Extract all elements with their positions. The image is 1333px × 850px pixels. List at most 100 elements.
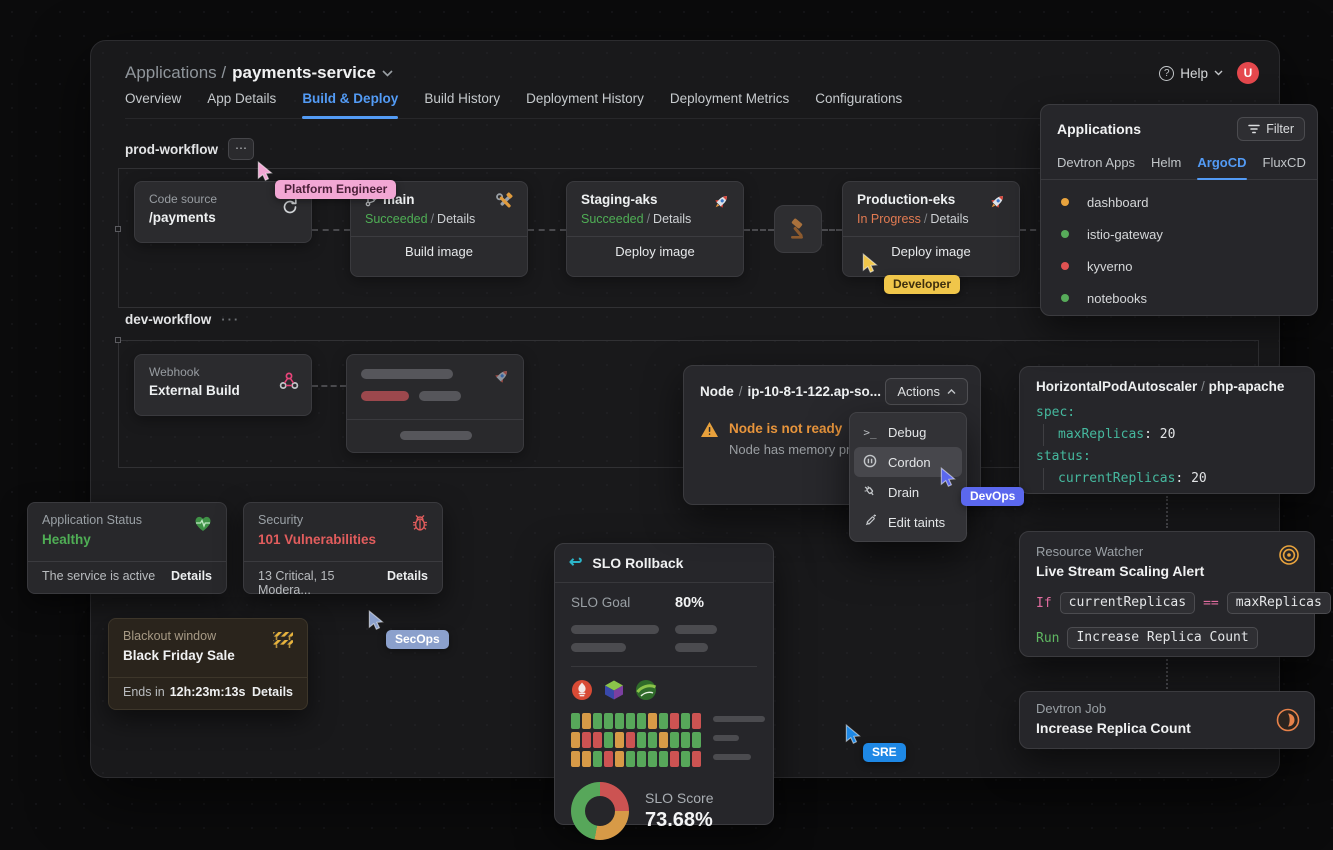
staging-env-name: Staging-aks xyxy=(581,192,658,207)
slo-cell xyxy=(571,751,580,767)
staging-status: Succeeded xyxy=(581,212,644,226)
details-link[interactable]: Details xyxy=(252,685,293,699)
slo-cell xyxy=(659,732,668,748)
target-spiral-icon xyxy=(1279,545,1299,565)
slo-cell xyxy=(593,751,602,767)
condition-left-chip: currentReplicas xyxy=(1059,592,1196,614)
list-item-dashboard[interactable]: dashboard xyxy=(1041,186,1317,218)
skeleton-bar xyxy=(675,643,708,652)
security-footer: 13 Critical, 15 Modera... xyxy=(258,569,335,597)
panel-connector xyxy=(1166,496,1168,528)
staging-action[interactable]: Deploy image xyxy=(567,236,743,267)
list-item-istio-gateway[interactable]: istio-gateway xyxy=(1041,218,1317,250)
build-pipeline-card[interactable]: main Succeeded / Details Build image xyxy=(350,181,528,277)
rocket-icon xyxy=(991,196,1003,208)
bug-icon xyxy=(413,514,427,531)
build-action[interactable]: Build image xyxy=(351,236,527,267)
webhook-card[interactable]: Webhook External Build xyxy=(134,354,312,416)
slo-goal-value: 80% xyxy=(675,595,705,611)
slo-cell xyxy=(615,751,624,767)
slo-cell xyxy=(648,751,657,767)
menu-item-drain[interactable]: Drain xyxy=(854,477,962,507)
node-warning-title: Node is not ready xyxy=(729,421,843,436)
barrier-icon xyxy=(273,632,293,648)
production-details-link[interactable]: Details xyxy=(930,212,969,226)
slo-cell xyxy=(626,751,635,767)
production-action[interactable]: Deploy image xyxy=(843,236,1019,267)
tab-build-deploy[interactable]: Build & Deploy xyxy=(302,91,399,119)
staging-deploy-card[interactable]: Staging-aks Succeeded / Details Deploy ima… xyxy=(566,181,744,277)
git-sync-icon xyxy=(283,198,297,214)
details-link[interactable]: Details xyxy=(171,569,212,583)
tab-deployment-history[interactable]: Deployment History xyxy=(526,91,644,106)
terminal-icon: >_ xyxy=(863,425,877,439)
chevron-down-icon xyxy=(1214,70,1223,76)
list-item-notebooks[interactable]: notebooks xyxy=(1041,282,1317,314)
slo-cell xyxy=(637,713,646,729)
production-deploy-card[interactable]: Production-eks In Progress / Details Deplo… xyxy=(842,181,1020,277)
workflow-port xyxy=(115,226,121,232)
prod-workflow-menu-button[interactable]: ⋯ xyxy=(228,138,254,160)
slo-cell xyxy=(681,732,690,748)
workflow-connector xyxy=(822,229,842,231)
cordon-icon xyxy=(862,454,878,471)
slo-cell xyxy=(626,732,635,748)
devtron-job-icon xyxy=(1276,708,1300,732)
avatar[interactable]: U xyxy=(1237,62,1259,84)
list-item-kyverno[interactable]: kyverno xyxy=(1041,250,1317,282)
build-details-link[interactable]: Details xyxy=(437,212,476,226)
blackout-label: Blackout window xyxy=(123,629,217,643)
blackout-footer-prefix: Ends in xyxy=(123,685,165,699)
run-action-chip[interactable]: Increase Replica Count xyxy=(1067,627,1258,649)
menu-item-debug[interactable]: >_ Debug xyxy=(863,424,927,440)
slo-score-donut xyxy=(571,782,629,840)
node-name: ip-10-8-1-122.ap-so... xyxy=(747,384,882,399)
help-button[interactable]: ? Help xyxy=(1159,65,1223,81)
approval-gate-tile[interactable] xyxy=(774,205,822,253)
slo-grid xyxy=(571,713,701,770)
slo-cell xyxy=(692,751,701,767)
webhook-value: External Build xyxy=(149,383,240,398)
warning-icon xyxy=(701,422,718,437)
slo-cell xyxy=(571,713,580,729)
security-card[interactable]: Security 101 Vulnerabilities 13 Critical… xyxy=(243,502,443,597)
tab-devtron-apps[interactable]: Devtron Apps xyxy=(1057,155,1136,170)
filter-button[interactable]: Filter xyxy=(1237,117,1305,141)
divider xyxy=(571,666,757,667)
tab-fluxcd[interactable]: FluxCD xyxy=(1262,155,1306,170)
breadcrumb[interactable]: Applications / xyxy=(125,63,227,82)
devtron-job-panel[interactable]: Devtron Job Increase Replica Count xyxy=(1019,691,1315,749)
slo-goal-label: SLO Goal xyxy=(571,595,631,610)
menu-item-edit-taints[interactable]: Edit taints xyxy=(854,507,962,537)
tab-deployment-metrics[interactable]: Deployment Metrics xyxy=(669,91,790,106)
tab-configurations[interactable]: Configurations xyxy=(815,91,903,106)
app-header: Applications / payments-service ? Help U xyxy=(125,57,1259,89)
tab-app-details[interactable]: App Details xyxy=(207,91,277,106)
application-status-card[interactable]: Application Status Healthy The service i… xyxy=(27,502,227,594)
slo-cell xyxy=(670,732,679,748)
slo-cell xyxy=(604,732,613,748)
slo-cell xyxy=(692,713,701,729)
actions-button[interactable]: Actions xyxy=(885,378,968,405)
staging-details-link[interactable]: Details xyxy=(653,212,692,226)
workflow-port xyxy=(115,337,121,343)
hpa-kind: HorizontalPodAutoscaler xyxy=(1036,379,1198,394)
dev-workflow-menu-button[interactable]: ··· xyxy=(221,312,241,327)
blackout-window-card[interactable]: Blackout window Black Friday Sale Ends i… xyxy=(108,618,308,710)
tab-argocd[interactable]: ArgoCD xyxy=(1197,155,1247,180)
undo-icon: ↩ xyxy=(569,554,583,571)
cursor-label-platform-engineer: Platform Engineer xyxy=(275,180,397,199)
tab-build-history[interactable]: Build History xyxy=(424,91,501,106)
workflow-connector xyxy=(744,229,774,231)
skeleton-bar xyxy=(571,625,659,634)
tab-overview[interactable]: Overview xyxy=(125,91,182,106)
chevron-down-icon[interactable] xyxy=(382,69,393,77)
tab-helm[interactable]: Helm xyxy=(1151,155,1182,170)
divider xyxy=(347,419,523,420)
slo-rollback-panel: ↩ SLO Rollback SLO Goal 80% SLO Score 73… xyxy=(554,543,774,840)
applications-panel-title: Applications xyxy=(1057,121,1142,137)
details-link[interactable]: Details xyxy=(387,569,428,583)
slo-score-value: 73.68% xyxy=(645,809,713,831)
dev-workflow-title: dev-workflow ··· xyxy=(125,312,241,327)
hpa-name: php-apache xyxy=(1208,379,1285,394)
